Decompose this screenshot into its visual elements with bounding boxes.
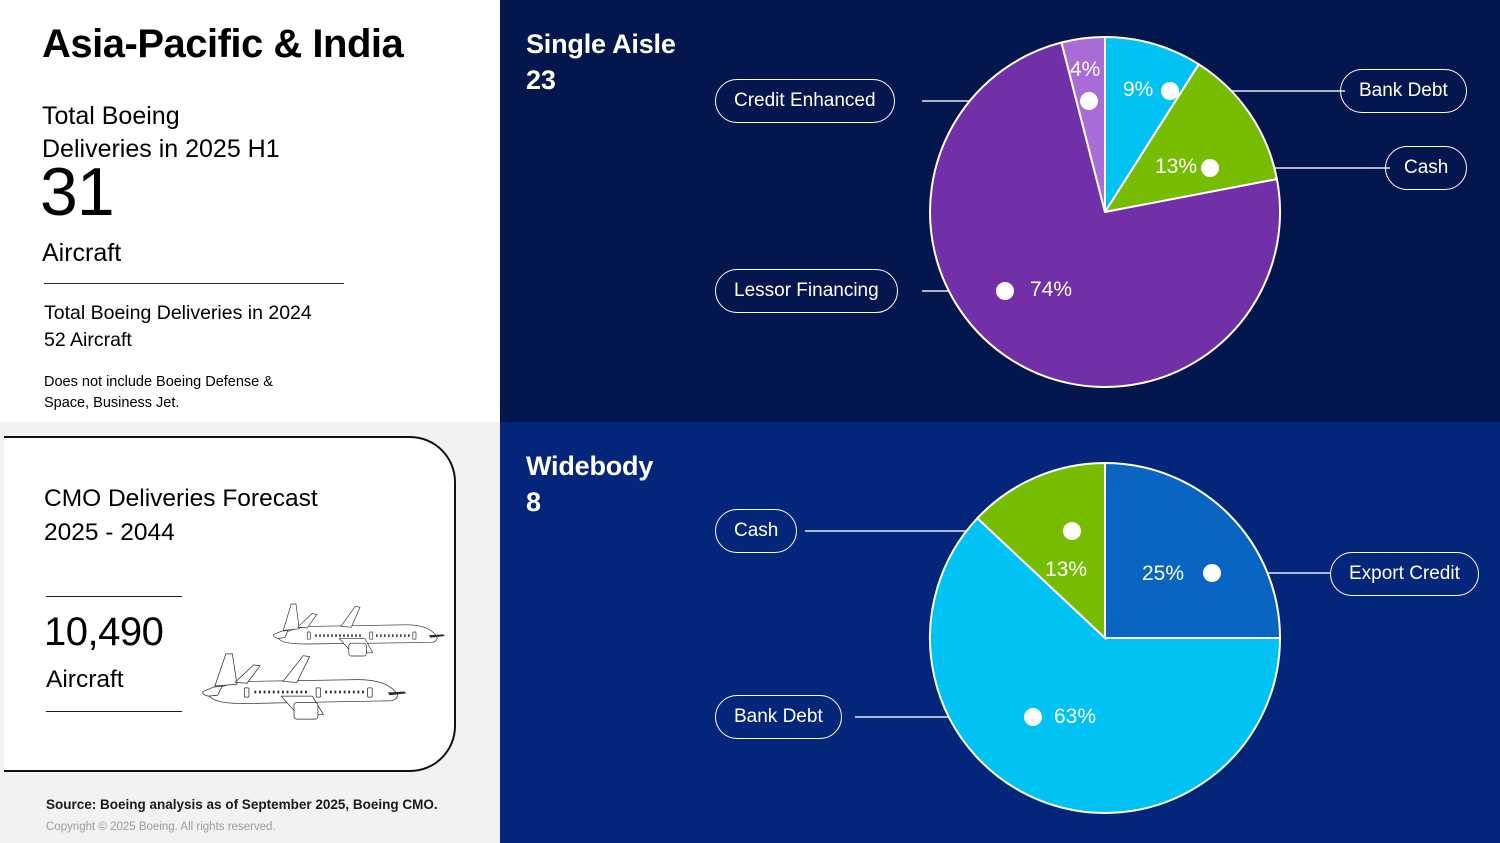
deliveries-count: 31 [40,154,115,230]
dot-cash [1201,159,1219,177]
callout-pill-credit-enhanced[interactable]: Credit Enhanced [715,79,895,123]
page-title: Asia-Pacific & India [42,22,404,66]
single-aisle-title: Single Aisle [526,29,676,59]
divider-rule [44,283,344,284]
deliveries-unit: Aircraft [42,239,122,267]
callout-pill-cash[interactable]: Cash [1385,146,1468,190]
previous-year-value: 52 Aircraft [44,329,132,352]
previous-year-stat: Total Boeing Deliveries in 2024 52 Aircr… [44,300,312,355]
exclusion-note-line2: Space, Business Jet. [44,395,180,412]
pie-slices [929,461,1282,814]
dot-bank-debt [1024,708,1042,726]
left-column: Asia-Pacific & India Total Boeing Delive… [0,0,500,843]
slice-lessor-financing [929,41,1282,389]
cmo-forecast-title: CMO Deliveries Forecast 2025 - 2044 [44,482,318,550]
exclusion-note: Does not include Boeing Defense & Space,… [44,372,273,414]
slice-bank-debt [1104,35,1201,216]
widebody-count: 8 [526,487,541,518]
slice-export-credit [1104,461,1282,639]
callout-dots [996,82,1219,300]
cmo-rule-bottom [46,711,182,712]
widebody-title: Widebody [526,451,654,481]
slice-bank-debt [929,516,1282,814]
widebody-panel: Widebody 8 13% [500,422,1500,843]
forecast-panel: CMO Deliveries Forecast 2025 - 2044 10,4… [0,422,500,843]
dot-cash [1063,522,1081,540]
cmo-rule-top [46,596,182,597]
widebody-pie-chart [805,461,1330,814]
callout-pill-cash[interactable]: Cash [715,509,798,553]
widebody-heading: Widebody 8 [526,448,653,521]
previous-year-label: Total Boeing Deliveries in 2024 [44,302,312,324]
pct-cash: 13% [1045,558,1088,581]
dot-credit-enhanced [1080,92,1098,110]
deliveries-label: Total Boeing Deliveries in 2025 H1 [42,100,280,167]
single-aisle-heading: Single Aisle 23 [526,26,676,99]
dot-export-credit [1203,564,1221,582]
callout-pill-export-credit[interactable]: Export Credit [1330,552,1479,596]
cmo-forecast-number: 10,490 [44,610,164,654]
pie-slices [929,35,1282,389]
pct-cash: 13% [1155,155,1198,178]
source-note: Source: Boeing analysis as of September … [46,797,438,812]
deliveries-label-line2: Deliveries in 2025 H1 [42,135,280,164]
pct-bank-debt: 63% [1054,705,1097,728]
callout-pill-bank-debt[interactable]: Bank Debt [715,695,842,739]
callout-dots [1024,522,1221,726]
cmo-forecast-card: CMO Deliveries Forecast 2025 - 2044 10,4… [4,436,456,772]
single-aisle-count: 23 [526,65,556,96]
summary-panel: Asia-Pacific & India Total Boeing Delive… [0,0,500,422]
slice-cash [1102,62,1279,214]
dot-lessor-financing [996,282,1014,300]
pct-credit-enhanced: 4% [1070,58,1101,81]
exclusion-note-line1: Does not include Boeing Defense & [44,374,273,390]
pct-export-credit: 25% [1142,562,1185,585]
slice-credit-enhanced [1060,35,1106,213]
callout-pill-bank-debt[interactable]: Bank Debt [1340,69,1467,113]
aircraft-illustration-icon [202,603,445,720]
single-aisle-panel: Single Aisle 23 [500,0,1500,422]
pct-lessor-financing: 74% [1030,278,1073,301]
deliveries-label-line1: Total Boeing [42,102,180,130]
copyright-note: Copyright © 2025 Boeing. All rights rese… [46,821,276,833]
pct-bank-debt: 9% [1123,78,1154,101]
cmo-title-line1: CMO Deliveries Forecast [44,485,318,512]
cmo-forecast-unit: Aircraft [46,666,124,693]
callout-pill-lessor-financing[interactable]: Lessor Financing [715,269,898,313]
single-aisle-pie-chart [922,35,1390,389]
dot-bank-debt [1161,82,1179,100]
cmo-title-line2: 2025 - 2044 [44,518,175,546]
slice-cash [975,461,1106,641]
